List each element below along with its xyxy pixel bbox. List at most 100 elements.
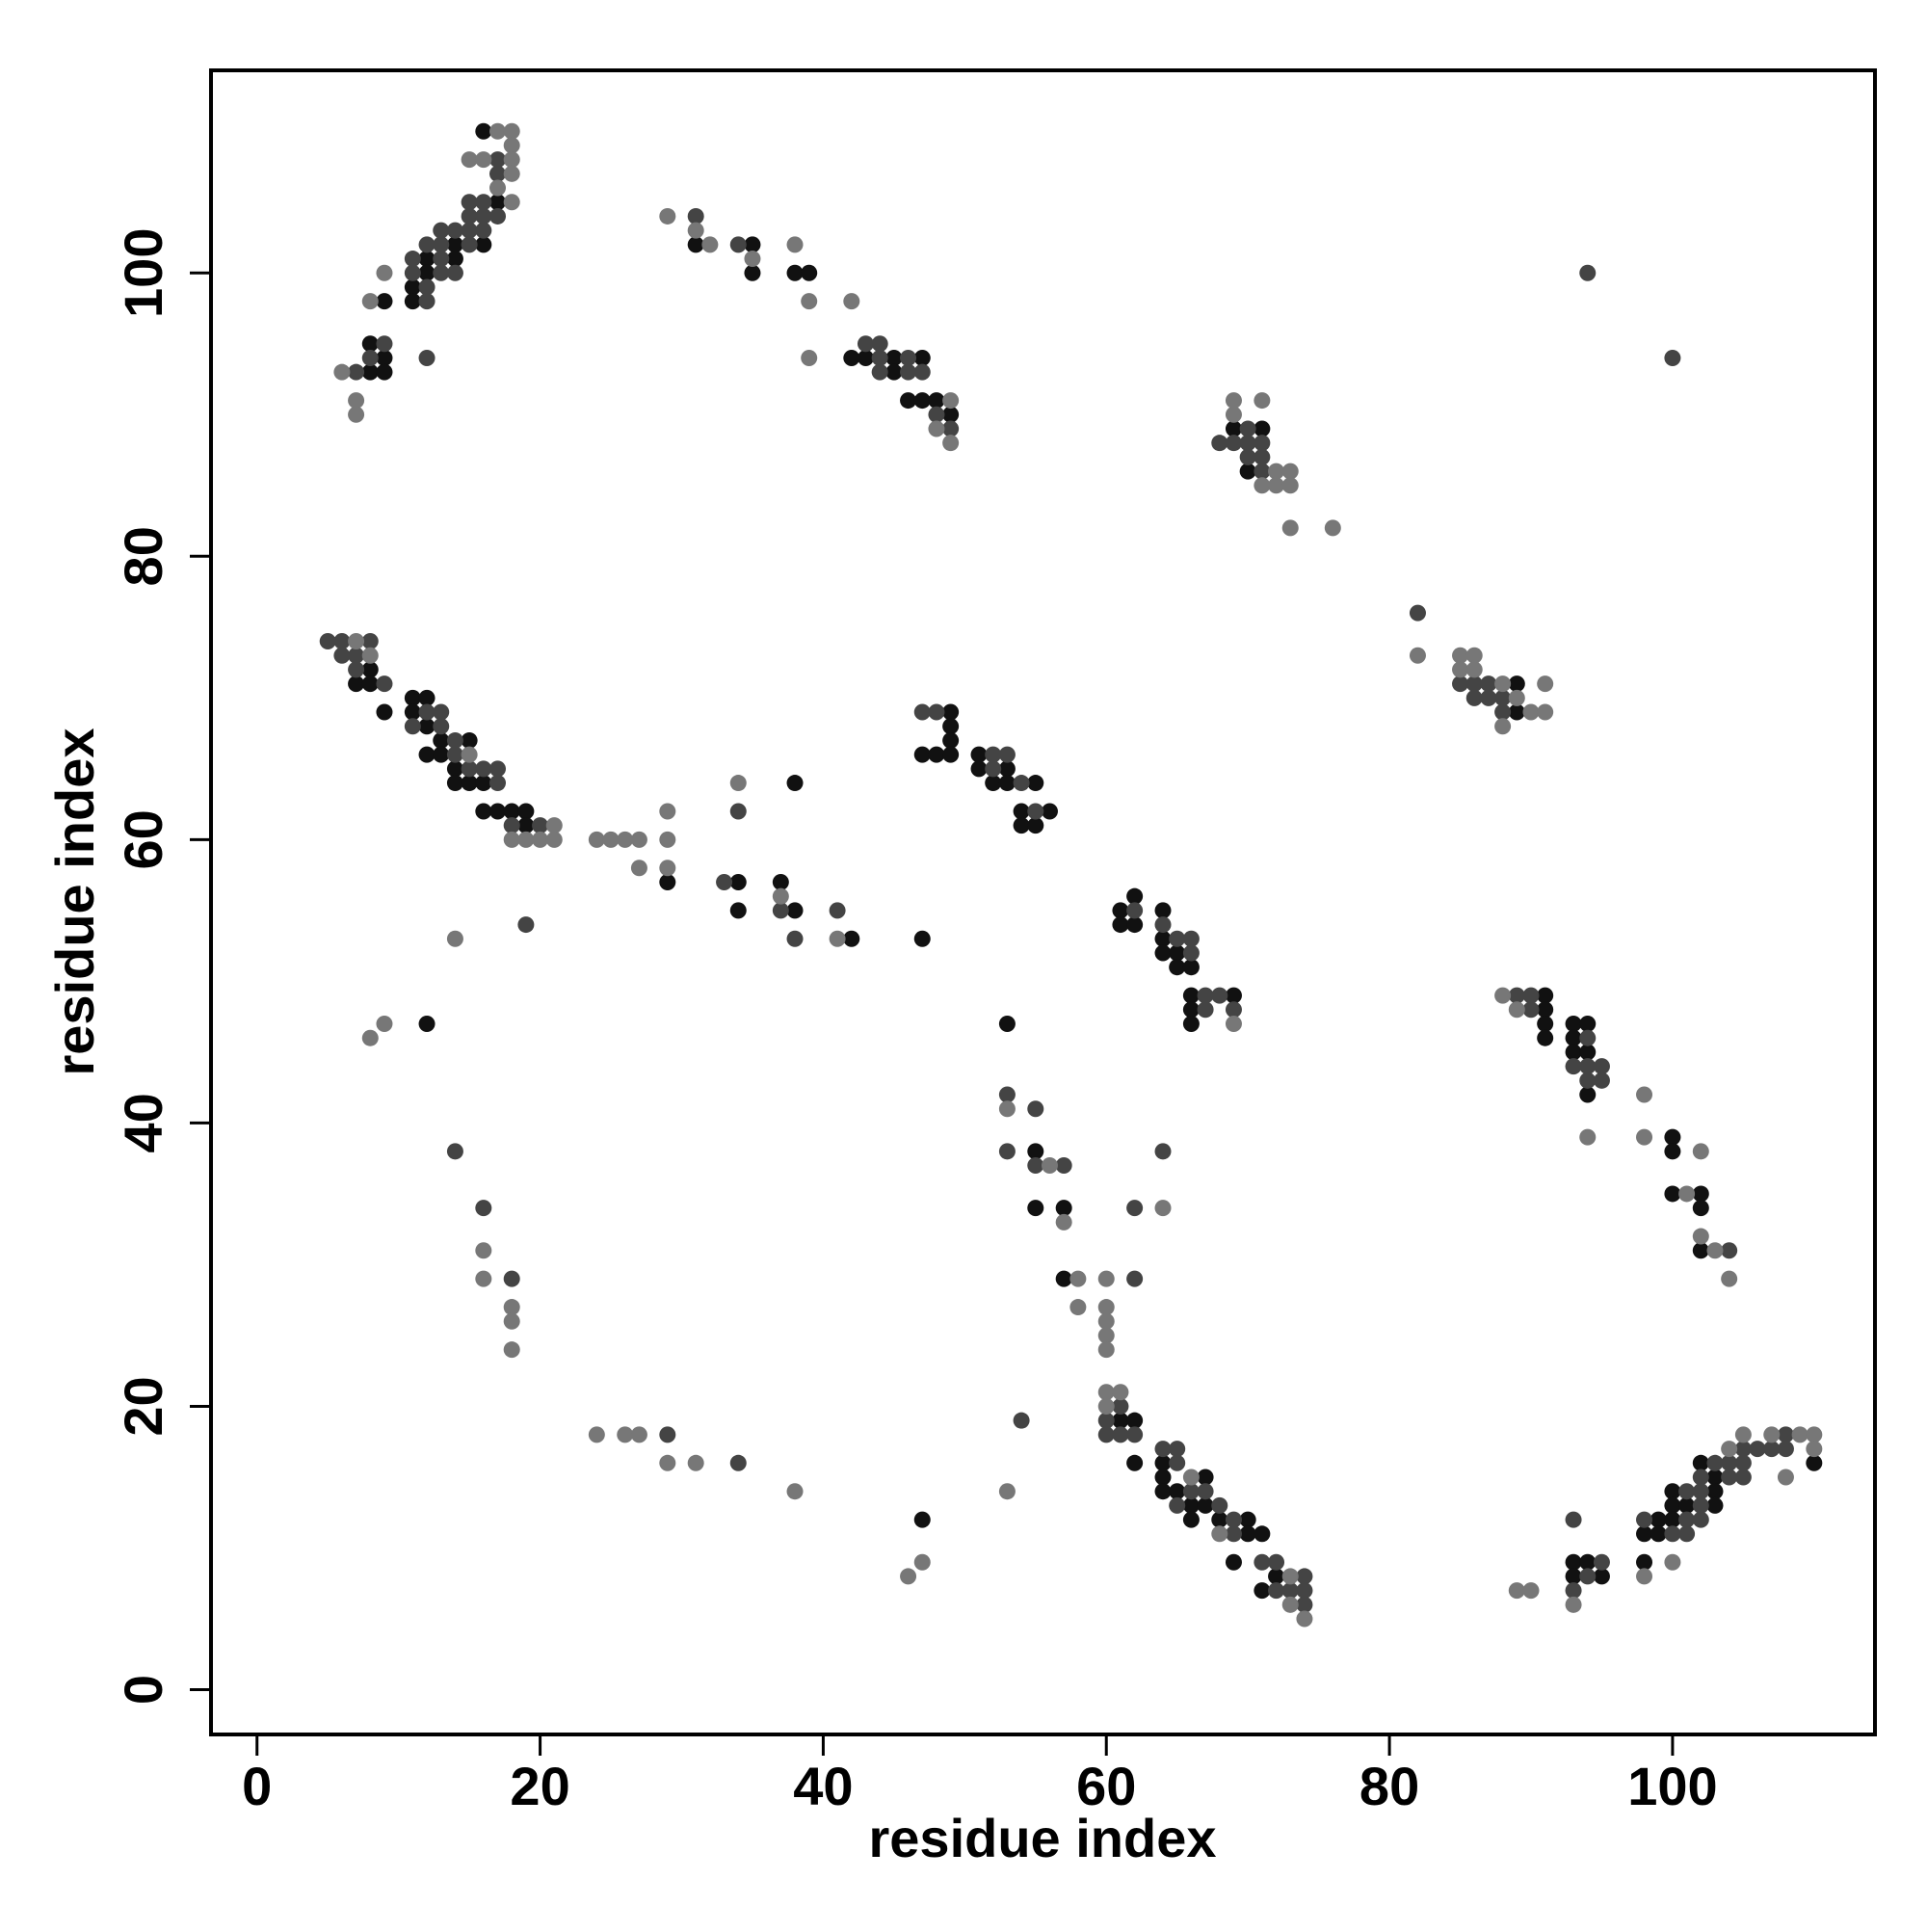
point (1268, 1568, 1285, 1585)
point (1225, 420, 1242, 437)
point (1565, 1596, 1582, 1613)
point (475, 194, 492, 211)
point (829, 902, 846, 919)
point (532, 817, 549, 834)
point (1225, 987, 1242, 1004)
point (1027, 817, 1044, 834)
point (772, 887, 789, 905)
point (998, 746, 1016, 763)
point (1565, 1582, 1582, 1600)
point (446, 731, 463, 749)
point (1281, 1568, 1299, 1585)
point (928, 746, 945, 763)
point (1579, 1072, 1597, 1089)
point (1197, 987, 1214, 1004)
point (1169, 930, 1186, 947)
point (900, 1568, 917, 1585)
y-tick-label: 60 (113, 809, 173, 869)
point (418, 746, 436, 763)
point (1465, 647, 1483, 664)
point (348, 406, 365, 423)
point (418, 703, 436, 721)
point (489, 775, 507, 792)
point (503, 803, 520, 820)
point (1126, 1270, 1144, 1287)
point (985, 746, 1002, 763)
point (517, 831, 535, 848)
point (361, 647, 379, 664)
point (489, 165, 507, 182)
point (1239, 1525, 1256, 1543)
point (489, 194, 507, 211)
point (1169, 944, 1186, 962)
point (786, 902, 804, 919)
x-tick-label: 100 (1627, 1756, 1717, 1816)
point (475, 236, 492, 253)
point (1692, 1496, 1709, 1514)
point (1126, 902, 1144, 919)
point (1097, 1341, 1115, 1359)
point (1182, 1469, 1200, 1486)
point (701, 236, 719, 253)
point (659, 873, 676, 890)
point (433, 264, 450, 281)
point (1197, 1496, 1214, 1514)
point (1211, 1525, 1228, 1543)
point (433, 703, 450, 721)
point (418, 1016, 436, 1033)
point (433, 222, 450, 239)
point (1579, 1058, 1597, 1075)
point (1154, 944, 1172, 962)
point (659, 860, 676, 877)
point (1749, 1441, 1766, 1458)
point (744, 251, 761, 268)
point (1154, 1469, 1172, 1486)
point (376, 1016, 393, 1033)
point (1281, 1582, 1299, 1600)
point (361, 675, 379, 693)
point (801, 349, 818, 366)
point (1664, 1496, 1681, 1514)
point (404, 689, 421, 706)
point (433, 746, 450, 763)
point (942, 703, 960, 721)
point (857, 349, 874, 366)
point (461, 222, 478, 239)
point (1579, 1029, 1597, 1046)
point (1154, 1483, 1172, 1500)
point (1027, 1157, 1044, 1175)
point (333, 363, 351, 381)
point (361, 349, 379, 366)
point (446, 775, 463, 792)
point (1097, 1312, 1115, 1330)
point (1027, 803, 1044, 820)
point (829, 930, 846, 947)
point (1706, 1496, 1724, 1514)
point (786, 264, 804, 281)
point (376, 293, 393, 310)
point (503, 831, 520, 848)
point (801, 293, 818, 310)
point (348, 647, 365, 664)
point (361, 335, 379, 353)
point (1777, 1441, 1794, 1458)
point (1806, 1454, 1823, 1471)
point (503, 165, 520, 182)
point (1112, 1412, 1129, 1429)
point (617, 1426, 634, 1443)
point (418, 264, 436, 281)
point (418, 349, 436, 366)
point (1664, 1185, 1681, 1203)
point (1579, 1016, 1597, 1033)
point (1636, 1086, 1653, 1103)
point (461, 236, 478, 253)
point (1806, 1426, 1823, 1443)
point (1112, 902, 1129, 919)
point (1112, 916, 1129, 934)
point (1706, 1483, 1724, 1500)
point (659, 831, 676, 848)
point (475, 122, 492, 140)
point (1225, 435, 1242, 452)
point (1664, 1553, 1681, 1571)
